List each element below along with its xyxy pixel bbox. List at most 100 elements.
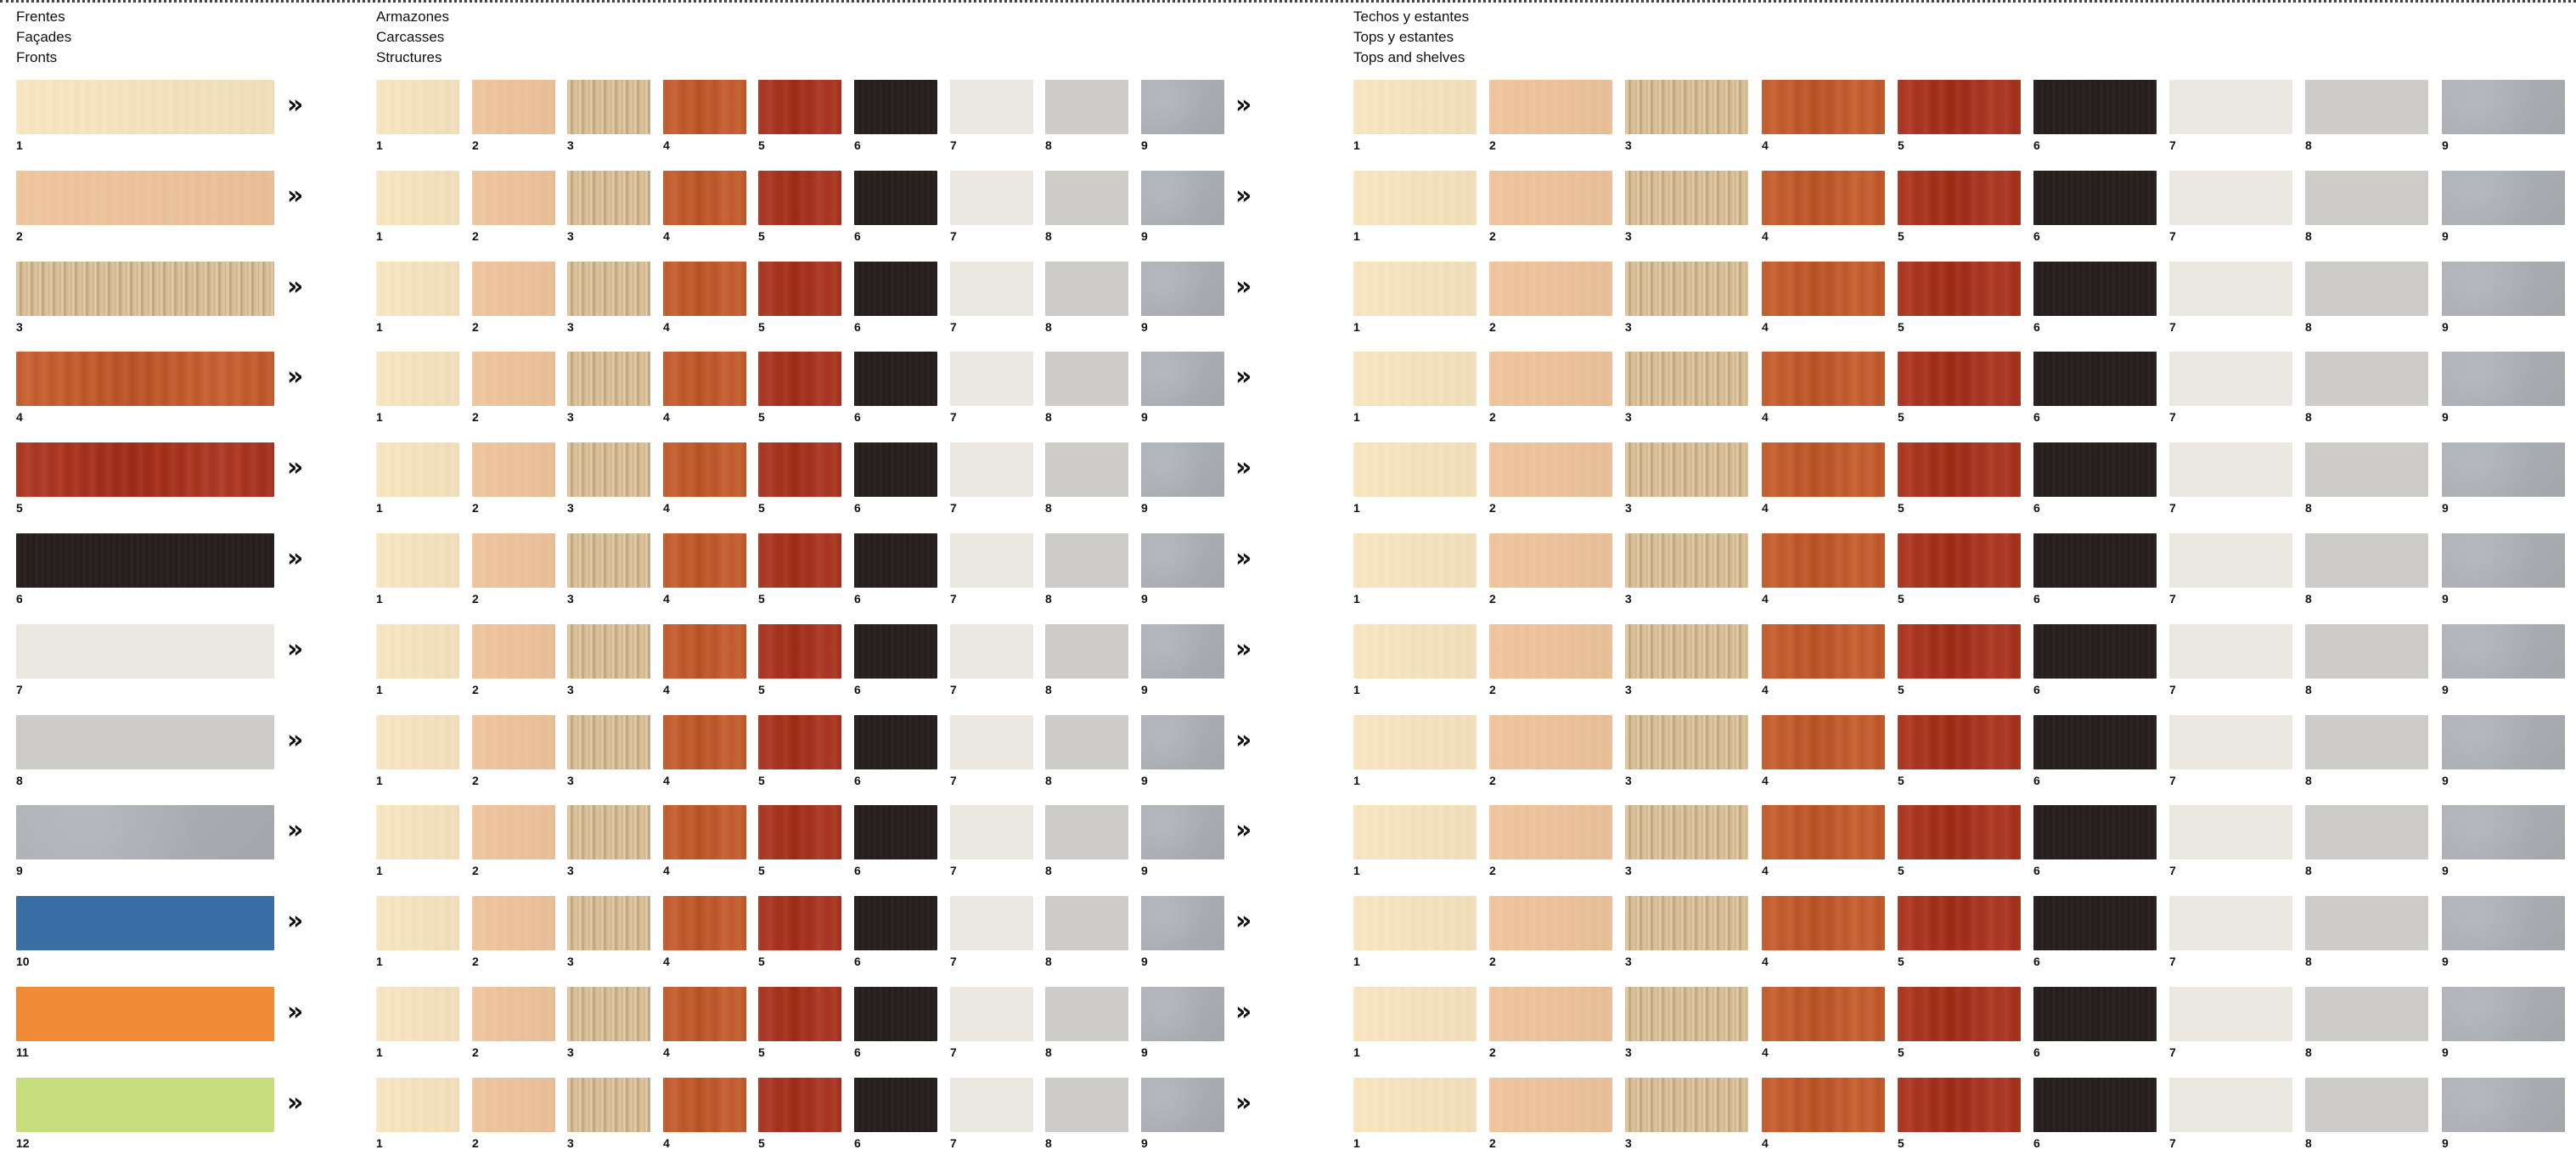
carcass-finish: 1 [376, 533, 459, 606]
carcass-finish: 2 [472, 171, 555, 244]
finish-number: 6 [854, 138, 861, 152]
finish-number: 1 [376, 683, 383, 696]
finish-number: 2 [16, 229, 23, 243]
top-finish: 7 [2169, 624, 2292, 697]
finish-number: 9 [1141, 501, 1148, 515]
carcass-finish: 6 [854, 80, 937, 153]
top-finish: 9 [2442, 805, 2565, 878]
carcass-finish: 8 [1045, 896, 1128, 969]
carcass-finish: 8 [1045, 442, 1128, 516]
top-finish: 6 [2033, 533, 2157, 606]
carcass-finish: 8 [1045, 533, 1128, 606]
finish-number: 6 [2033, 1045, 2040, 1059]
finish-swatch [663, 987, 746, 1041]
top-finish: 3 [1625, 987, 1748, 1060]
arrow-to-tops-icon: » [1235, 634, 1252, 664]
carcass-finish: 1 [376, 987, 459, 1060]
finish-number: 6 [2033, 320, 2040, 334]
finish-swatch [1898, 715, 2021, 769]
finish-number: 1 [1353, 229, 1360, 243]
finish-swatch [567, 171, 650, 225]
top-finish: 8 [2305, 262, 2428, 335]
finish-swatch [567, 262, 650, 316]
finish-number: 8 [2305, 1045, 2312, 1059]
finish-number: 8 [1045, 320, 1052, 334]
front-finish: 12 [16, 1078, 274, 1151]
top-finish: 3 [1625, 262, 1748, 335]
finish-number: 9 [2442, 592, 2449, 606]
finish-swatch [2305, 715, 2428, 769]
carcass-finish: 8 [1045, 1078, 1128, 1151]
finish-swatch [2169, 896, 2292, 950]
finish-number: 7 [2169, 864, 2176, 877]
top-finish: 1 [1353, 624, 1476, 697]
finish-number: 9 [1141, 1045, 1148, 1059]
finish-number: 2 [1489, 683, 1496, 696]
finish-swatch [1762, 805, 1885, 859]
top-finish: 5 [1898, 715, 2021, 788]
finish-number: 1 [1353, 501, 1360, 515]
finish-swatch [1141, 533, 1224, 588]
finish-swatch [1625, 352, 1748, 406]
tops-title-es: Techos y estantes [1353, 8, 1470, 25]
finish-number: 7 [950, 955, 957, 968]
finish-number: 5 [758, 138, 765, 152]
top-finish: 1 [1353, 352, 1476, 425]
finish-number: 7 [950, 320, 957, 334]
carcass-finish: 5 [758, 896, 841, 969]
finish-number: 6 [2033, 864, 2040, 877]
finish-number: 2 [472, 138, 479, 152]
finish-swatch [854, 896, 937, 950]
finish-number: 6 [16, 592, 23, 606]
finish-swatch [2169, 1078, 2292, 1132]
finish-swatch [758, 442, 841, 497]
arrow-to-tops-icon: » [1235, 453, 1252, 482]
top-finish: 4 [1762, 1078, 1885, 1151]
finish-number: 7 [2169, 138, 2176, 152]
finish-number: 4 [1762, 592, 1769, 606]
carcass-finish: 5 [758, 1078, 841, 1151]
finish-number: 7 [2169, 774, 2176, 787]
finish-swatch [567, 987, 650, 1041]
finish-swatch [758, 262, 841, 316]
arrow-to-tops-icon: » [1235, 1088, 1252, 1118]
top-finish: 6 [2033, 987, 2157, 1060]
top-finish: 1 [1353, 715, 1476, 788]
finish-number: 1 [376, 320, 383, 334]
carcass-finish: 3 [567, 352, 650, 425]
finish-number: 12 [16, 1136, 30, 1150]
finish-number: 9 [1141, 229, 1148, 243]
carcass-finish: 1 [376, 624, 459, 697]
finish-swatch [950, 262, 1033, 316]
finish-number: 6 [854, 864, 861, 877]
finish-number: 8 [2305, 683, 2312, 696]
finish-number: 4 [1762, 320, 1769, 334]
finish-number: 7 [2169, 683, 2176, 696]
finish-number: 6 [2033, 955, 2040, 968]
top-finish: 8 [2305, 805, 2428, 878]
finish-swatch [1898, 80, 2021, 134]
top-finish: 7 [2169, 896, 2292, 969]
top-finish: 6 [2033, 171, 2157, 244]
top-finish: 8 [2305, 896, 2428, 969]
finish-number: 5 [758, 229, 765, 243]
carcass-finish: 5 [758, 80, 841, 153]
finish-swatch [1045, 533, 1128, 588]
top-finish: 6 [2033, 715, 2157, 788]
finish-swatch [1353, 896, 1476, 950]
finish-number: 4 [663, 955, 670, 968]
finish-number: 6 [854, 955, 861, 968]
finish-swatch [758, 715, 841, 769]
finish-number: 6 [2033, 410, 2040, 424]
finish-swatch [472, 1078, 555, 1132]
tops-header: Techos y estantes Tops y estantes Tops a… [1353, 7, 1469, 68]
finish-number: 6 [854, 774, 861, 787]
top-finish: 3 [1625, 1078, 1748, 1151]
finish-swatch [663, 805, 746, 859]
finish-swatch [16, 987, 274, 1041]
finish-swatch [1762, 442, 1885, 497]
finish-swatch [663, 352, 746, 406]
carcass-finish: 2 [472, 987, 555, 1060]
finish-number: 8 [2305, 410, 2312, 424]
finish-swatch [950, 352, 1033, 406]
